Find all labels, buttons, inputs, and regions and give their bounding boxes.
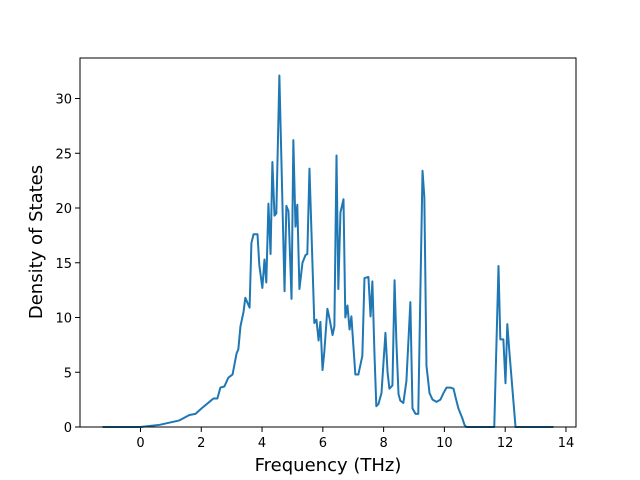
y-tick-label: 0	[64, 421, 72, 436]
x-tick-label: 10	[436, 436, 453, 451]
x-tick-label: 8	[379, 436, 387, 451]
y-tick-label: 30	[55, 93, 72, 108]
x-axis-label: Frequency (THz)	[255, 455, 402, 476]
y-tick-label: 20	[55, 202, 72, 217]
y-tick-label: 5	[64, 366, 72, 381]
x-tick-label: 12	[497, 436, 514, 451]
x-tick-label: 14	[558, 436, 575, 451]
x-tick-label: 4	[258, 436, 266, 451]
y-tick-label: 15	[55, 257, 72, 272]
y-axis-label: Density of States	[26, 165, 47, 319]
x-tick-label: 6	[319, 436, 327, 451]
y-tick-label: 10	[55, 312, 72, 327]
x-tick-label: 2	[197, 436, 205, 451]
y-tick-label: 25	[55, 147, 72, 162]
line	[102, 74, 554, 428]
plot-frame	[79, 57, 577, 428]
x-tick-label: 0	[136, 436, 144, 451]
